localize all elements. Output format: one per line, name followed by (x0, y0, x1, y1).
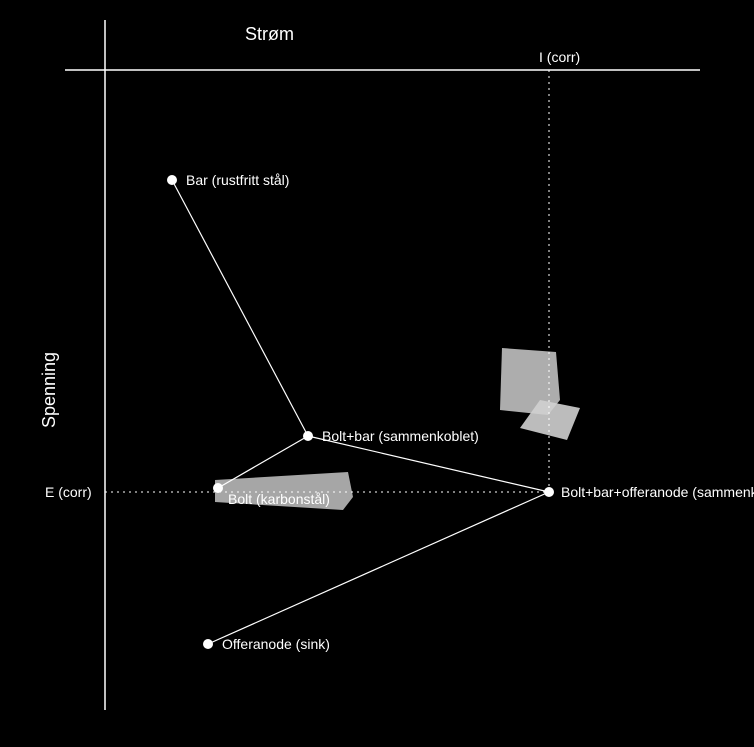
node-label-bar: Bar (rustfritt stål) (186, 172, 289, 188)
node-bolt (213, 483, 223, 493)
i-corr-label: I (corr) (539, 49, 580, 65)
node-label-combined: Bolt+bar+offeranode (sammenkoblet) (561, 484, 754, 500)
node-combined (544, 487, 554, 497)
node-label-boltbar: Bolt+bar (sammenkoblet) (322, 428, 479, 444)
y-axis-title: Spenning (39, 352, 59, 428)
node-offeranode (203, 639, 213, 649)
node-boltbar (303, 431, 313, 441)
node-label-offeranode: Offeranode (sink) (222, 636, 330, 652)
e-corr-label: E (corr) (45, 484, 92, 500)
corrosion-diagram: Bar (rustfritt stål) Bolt+bar (sammenkobl… (0, 0, 754, 747)
node-bar (167, 175, 177, 185)
background (0, 0, 754, 747)
node-label-bolt: Bolt (karbonstål) (228, 491, 330, 507)
x-axis-title: Strøm (245, 24, 294, 44)
